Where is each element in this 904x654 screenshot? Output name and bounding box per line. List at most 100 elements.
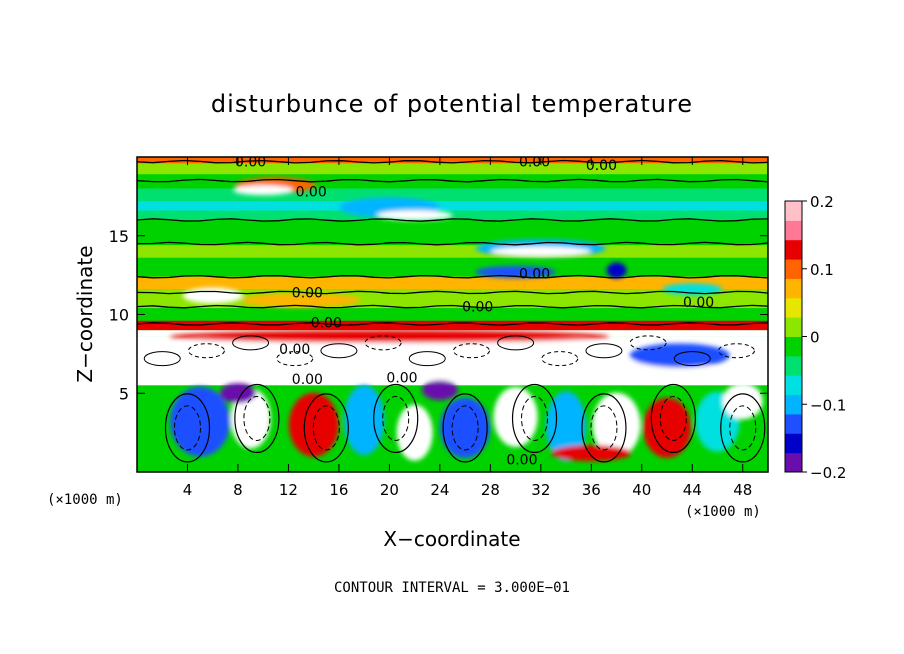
contour-line — [137, 241, 768, 246]
field-band — [137, 276, 768, 290]
contour-label: 0.00 — [386, 371, 417, 387]
colorbar-segment — [785, 239, 802, 260]
field-blob — [643, 397, 692, 458]
field-blob — [551, 445, 632, 462]
contour-loop-dashed — [521, 395, 549, 441]
x-tick-label: 44 — [683, 481, 702, 499]
contour-loop — [585, 343, 623, 359]
colorbar-segment — [785, 355, 802, 376]
contour-loop-dashed — [729, 405, 757, 451]
field-blob — [344, 385, 385, 456]
contour-label: 0.00 — [292, 285, 323, 301]
colorbar-tick-label: 0 — [810, 329, 820, 347]
x-tick-label: 20 — [380, 481, 399, 499]
contour-loop — [232, 335, 270, 351]
field-band — [137, 308, 768, 321]
field-blob — [396, 404, 433, 461]
contour-label: 0.00 — [279, 342, 310, 358]
contour-label: 0.00 — [519, 155, 550, 171]
contour-loop — [541, 351, 579, 367]
contour-loop — [408, 351, 446, 367]
contour-line — [137, 322, 768, 326]
x-axis-label: X−coordinate — [383, 527, 520, 551]
contour-loop-dashed — [659, 395, 687, 441]
x-tick-label: 40 — [632, 481, 651, 499]
field-band — [137, 201, 768, 211]
contour-loop — [720, 393, 766, 463]
x-tick-label: 28 — [481, 481, 500, 499]
contour-loop — [143, 351, 181, 367]
contour-loop — [452, 343, 490, 359]
contour-label: 0.00 — [292, 372, 323, 388]
y-axis: 5 10 15 — [109, 227, 768, 403]
colorbar-segment — [785, 413, 802, 434]
contour-label: 0.00 — [235, 155, 266, 171]
field-blob — [606, 262, 627, 279]
x-tick-label: 36 — [582, 481, 601, 499]
y-tick-label: 15 — [109, 227, 129, 246]
colorbar-segment — [785, 433, 802, 454]
contour-loop — [673, 351, 711, 367]
contour-label: 0.00 — [311, 315, 342, 331]
colorbar-segment — [785, 452, 802, 473]
field-blob — [230, 388, 271, 449]
colorbar: 0.2 0.1 0 −0.1 −0.2 — [784, 193, 846, 482]
contour-loop — [581, 393, 627, 463]
contour-interval-note: CONTOUR INTERVAL = 3.000E−01 — [334, 580, 570, 596]
x-tick-label: 32 — [531, 481, 550, 499]
contour-line — [137, 304, 768, 309]
contour-label: 0.00 — [683, 295, 714, 311]
field-band — [137, 320, 768, 331]
field-blob — [182, 287, 243, 304]
field-band — [137, 188, 768, 202]
heatmap-field: 0.00 0.00 0.000.000.000.000.00 0.000.000.00… — [137, 155, 768, 472]
x-tick-label: 8 — [233, 481, 243, 499]
x-tick-label: 48 — [733, 481, 752, 499]
field-blob — [376, 210, 453, 221]
colorbar-tick-label: −0.2 — [810, 464, 846, 482]
field-blob — [629, 343, 730, 368]
field-blob — [421, 380, 458, 401]
contour-loop-dashed — [173, 405, 201, 451]
contour-label: 0.00 — [296, 185, 327, 201]
contour-line — [137, 218, 768, 222]
y-tick-label: 10 — [109, 306, 129, 325]
colorbar-segment — [785, 259, 802, 279]
contour-line — [137, 178, 768, 183]
contour-loop — [234, 383, 280, 454]
field-blob — [493, 386, 538, 447]
colorbar-tick-label: −0.1 — [810, 396, 846, 414]
field-band — [137, 220, 768, 246]
contour-line — [137, 290, 768, 295]
contour-line — [137, 159, 768, 164]
colorbar-segment — [785, 336, 802, 357]
contour-loop — [373, 383, 419, 454]
contour-loop — [320, 343, 358, 359]
x-unit-left: (×1000 m) — [47, 492, 123, 508]
contour-label: 0.00 — [519, 267, 550, 283]
field-blob — [233, 185, 294, 196]
contour-loop — [164, 393, 211, 463]
colorbar-segment — [785, 317, 802, 337]
field-band — [137, 257, 768, 277]
x-tick-label: 24 — [430, 481, 449, 499]
contour-loop-dashed — [590, 405, 618, 451]
contour-line — [137, 274, 768, 279]
x-tick-label: 12 — [279, 481, 298, 499]
contour-loop — [650, 383, 696, 454]
contour-loop — [717, 343, 755, 359]
x-tick-label: 16 — [329, 481, 348, 499]
contour-label: 0.00 — [506, 452, 537, 468]
contour-loop-dashed — [382, 395, 410, 441]
field-blob — [241, 293, 362, 308]
contour-loop — [497, 335, 535, 351]
contour-label: 0.00 — [462, 300, 493, 316]
contour-loop — [187, 343, 225, 359]
colorbar-segment — [785, 375, 802, 396]
contour-loop — [303, 393, 349, 463]
contour-loop-dashed — [243, 395, 271, 441]
colorbar-tick-label: 0.2 — [810, 193, 834, 211]
contour-loop — [276, 351, 314, 367]
contour-loop — [511, 383, 558, 454]
